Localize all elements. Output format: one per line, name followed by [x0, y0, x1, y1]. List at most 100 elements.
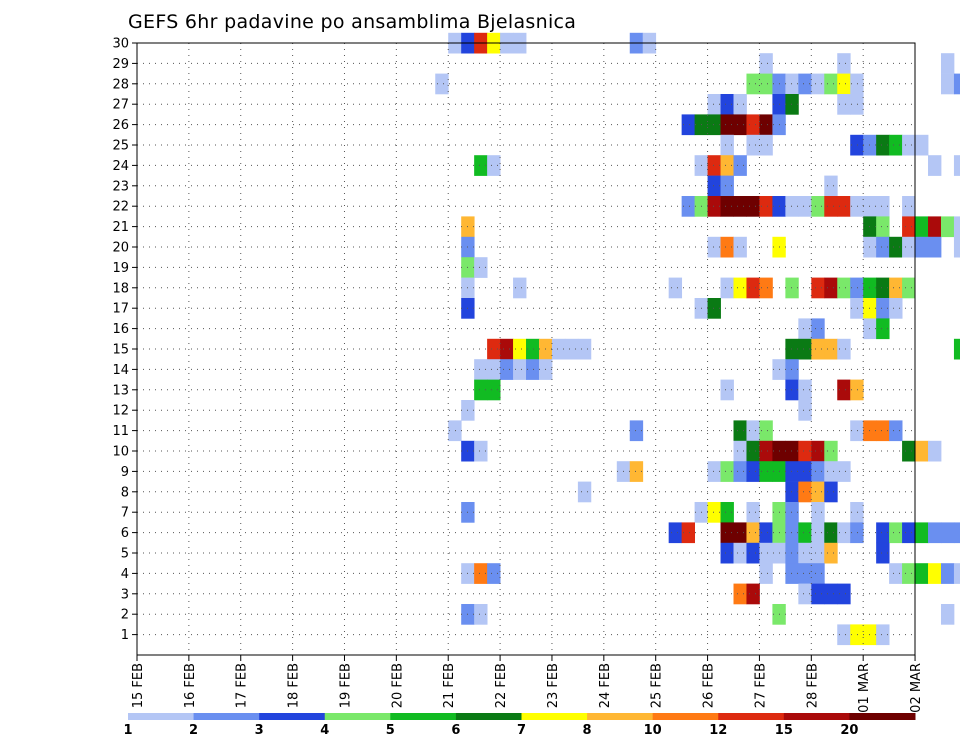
precip-cell	[487, 563, 501, 584]
precip-cell	[759, 522, 773, 544]
precip-cell	[876, 318, 890, 340]
precip-cell	[785, 359, 799, 380]
y-axis-ticks: 1234567891011121314151617181920212223242…	[112, 37, 137, 643]
heatmap-cells	[435, 32, 960, 646]
precip-cell	[876, 522, 890, 544]
precip-cell	[785, 461, 799, 482]
precip-cell	[733, 277, 747, 299]
x-tick-label: 28 FEB	[805, 663, 820, 708]
precip-cell	[889, 563, 903, 584]
precip-cell	[733, 196, 747, 217]
precip-cell	[746, 583, 760, 605]
precip-cell	[785, 481, 799, 503]
precip-cell	[824, 196, 838, 217]
precip-cell	[850, 94, 864, 115]
precip-cell	[681, 114, 695, 136]
precip-cell	[915, 563, 929, 584]
y-tick-label: 19	[112, 261, 129, 276]
precip-cell	[798, 461, 812, 482]
precip-cell	[811, 481, 825, 503]
precip-cell	[435, 73, 449, 95]
x-tick-label: 20 FEB	[390, 663, 405, 708]
precip-cell	[759, 134, 773, 156]
precip-cell	[487, 155, 501, 176]
precip-cell	[785, 73, 799, 95]
precip-cell	[720, 542, 734, 564]
precip-cell	[811, 542, 825, 564]
y-tick-label: 25	[112, 139, 129, 154]
precip-cell	[707, 155, 721, 176]
precip-cell	[668, 522, 683, 544]
precip-cell	[798, 583, 812, 605]
precip-cell	[850, 502, 864, 523]
precip-cell	[707, 175, 721, 197]
precip-cell	[837, 277, 851, 299]
precip-cell	[850, 522, 864, 544]
precip-cell	[953, 522, 960, 544]
precip-cell	[837, 379, 851, 401]
precip-cell	[487, 338, 501, 360]
precip-cell	[474, 440, 488, 462]
precip-cell	[707, 196, 721, 217]
precip-cell	[824, 461, 838, 482]
precip-cell	[811, 440, 825, 462]
precip-cell	[876, 196, 890, 217]
precip-cell	[837, 73, 851, 95]
precip-cell	[811, 338, 825, 360]
precip-cell	[798, 400, 812, 421]
y-tick-label: 11	[112, 424, 129, 439]
precip-cell	[733, 420, 747, 442]
precip-cell	[876, 216, 890, 238]
precip-cell	[798, 563, 812, 584]
precip-cell	[889, 134, 903, 156]
precip-cell	[733, 583, 747, 605]
colorbar-label: 12	[709, 723, 727, 738]
precip-cell	[850, 624, 864, 646]
precip-cell	[953, 338, 960, 360]
precip-cell	[953, 236, 960, 258]
precip-cell	[746, 502, 760, 523]
precip-cell	[798, 318, 812, 340]
colorbar-label: 8	[583, 723, 592, 738]
precip-cell	[759, 196, 773, 217]
precip-cell	[953, 563, 960, 584]
precip-cell	[915, 440, 929, 462]
precip-cell	[759, 53, 773, 74]
colorbar: 1 2 3 4 5 6 7 8 10 12 15 20	[123, 713, 916, 738]
precip-cell	[837, 53, 851, 74]
precip-cell	[837, 94, 851, 115]
x-axis-ticks: 15 FEB 16 FEB 17 FEB 18 FEB 19 FEB 20 FEB 21 F…	[131, 655, 924, 713]
x-tick-label: 22 FEB	[494, 663, 509, 708]
precip-cell	[720, 522, 734, 544]
precip-cell	[837, 338, 851, 360]
precip-cell	[837, 196, 851, 217]
colorbar-swatch	[521, 713, 588, 720]
precip-cell	[876, 134, 890, 156]
chart-title: GEFS 6hr padavine po ansamblima Bjelasni…	[128, 11, 576, 33]
precip-cell	[746, 196, 760, 217]
precip-cell	[720, 379, 734, 401]
precip-cell	[798, 542, 812, 564]
precip-cell	[513, 359, 527, 380]
precip-cell	[850, 73, 864, 95]
y-tick-label: 10	[112, 445, 129, 460]
y-tick-label: 12	[112, 404, 129, 419]
y-tick-label: 16	[112, 322, 129, 337]
colorbar-swatch	[652, 713, 719, 720]
precip-cell	[928, 236, 942, 258]
precip-cell	[915, 236, 929, 258]
y-tick-label: 27	[112, 98, 129, 113]
x-tick-label: 17 FEB	[235, 663, 250, 708]
colorbar-label: 15	[775, 723, 793, 738]
precip-cell	[889, 420, 903, 442]
y-tick-label: 9	[121, 465, 129, 480]
y-tick-label: 23	[112, 179, 129, 194]
precip-cell	[876, 624, 890, 646]
precip-cell	[577, 338, 592, 360]
y-tick-label: 6	[121, 526, 129, 541]
precip-cell	[629, 420, 644, 442]
precip-cell	[915, 216, 929, 238]
precip-cell	[876, 420, 890, 442]
precip-cell	[733, 461, 747, 482]
precip-cell	[785, 542, 799, 564]
